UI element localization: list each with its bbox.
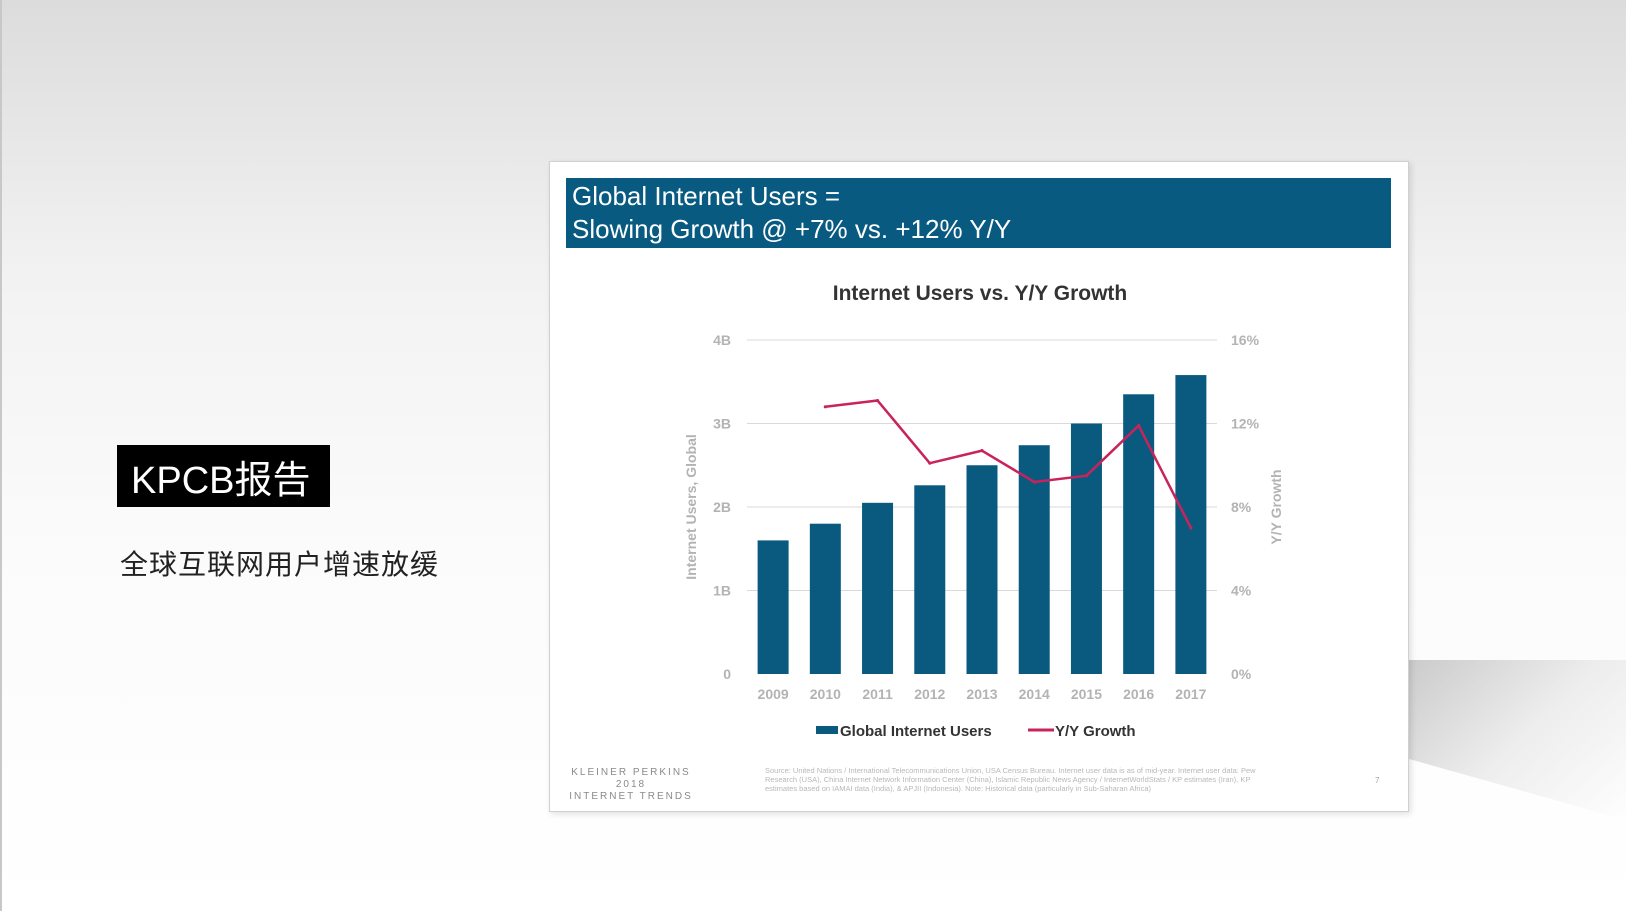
growth-line — [825, 399, 1193, 529]
y-tick-label: 3B — [713, 416, 731, 432]
bar — [757, 540, 789, 674]
x-tick-label: 2010 — [810, 686, 841, 702]
x-tick-label: 2012 — [914, 686, 945, 702]
y-axis-label: Internet Users, Global — [683, 434, 699, 579]
x-tick-label: 2015 — [1071, 686, 1102, 702]
footer-logo-line1: KLEINER PERKINS — [571, 767, 691, 778]
x-tick-label: 2013 — [966, 686, 997, 702]
page-left-border — [0, 0, 2, 911]
y-tick-label: 2B — [713, 499, 731, 515]
x-tick-label: 2011 — [862, 686, 893, 702]
page-number: 7 — [1375, 776, 1380, 785]
bar — [809, 523, 841, 674]
bar — [914, 485, 946, 674]
footer-logo: KLEINER PERKINS 2018 INTERNET TRENDS — [566, 767, 696, 803]
x-tick-label: 2014 — [1019, 686, 1050, 702]
slide-header-line1: Global Internet Users = — [572, 181, 841, 211]
chart-title: Internet Users vs. Y/Y Growth — [833, 282, 1128, 305]
y-tick-label: 4B — [713, 332, 731, 348]
growth-point — [1084, 474, 1089, 478]
y-right-axis-label: Y/Y Growth — [1268, 469, 1284, 544]
footer-source: Source: United Nations / International T… — [765, 766, 1256, 793]
y-tick-label: 0 — [723, 666, 731, 682]
legend-bar-swatch — [816, 726, 838, 734]
growth-point — [1032, 480, 1036, 484]
chart: Internet Users vs. Y/Y Growth 0 1B 2B 3B 4B 0%… — [683, 282, 1284, 740]
y-right-tick-label: 16% — [1231, 332, 1260, 348]
report-badge-label: KPCB报告 — [131, 459, 311, 502]
bar — [862, 502, 894, 674]
slide-header: Global Internet Users = Slowing Growth @… — [566, 178, 1391, 248]
growth-point — [875, 398, 880, 403]
slide-header-line2: Slowing Growth @ +7% vs. +12% Y/Y — [572, 214, 1012, 244]
y-right-tick-label: 12% — [1231, 416, 1260, 432]
y-right-tick-label: 4% — [1231, 583, 1252, 599]
report-badge: KPCB报告 — [117, 445, 330, 507]
growth-point — [980, 449, 984, 453]
growth-point — [1137, 423, 1141, 428]
x-tick-label: 2017 — [1175, 686, 1206, 702]
growth-point — [1189, 526, 1193, 530]
footer-logo-line2: 2018 — [615, 779, 647, 790]
bar — [1123, 394, 1155, 674]
bar — [1070, 423, 1102, 674]
y-right-tick-label: 0% — [1231, 666, 1252, 682]
footer-logo-line3: INTERNET TRENDS — [569, 791, 693, 802]
y-tick-label: 1B — [713, 583, 731, 599]
page-subtitle: 全球互联网用户增速放缓 — [120, 548, 440, 581]
bar — [966, 465, 998, 674]
legend-bar-label: Global Internet Users — [840, 723, 992, 740]
slide-card: Global Internet Users = Slowing Growth @… — [549, 161, 1409, 812]
growth-point — [928, 461, 932, 465]
x-tick-label: 2016 — [1123, 686, 1154, 702]
x-tick-label: 2009 — [758, 686, 789, 702]
bar — [1175, 375, 1207, 674]
growth-point — [823, 405, 827, 409]
legend-line-label: Y/Y Growth — [1055, 723, 1136, 740]
y-right-tick-label: 8% — [1231, 499, 1252, 515]
